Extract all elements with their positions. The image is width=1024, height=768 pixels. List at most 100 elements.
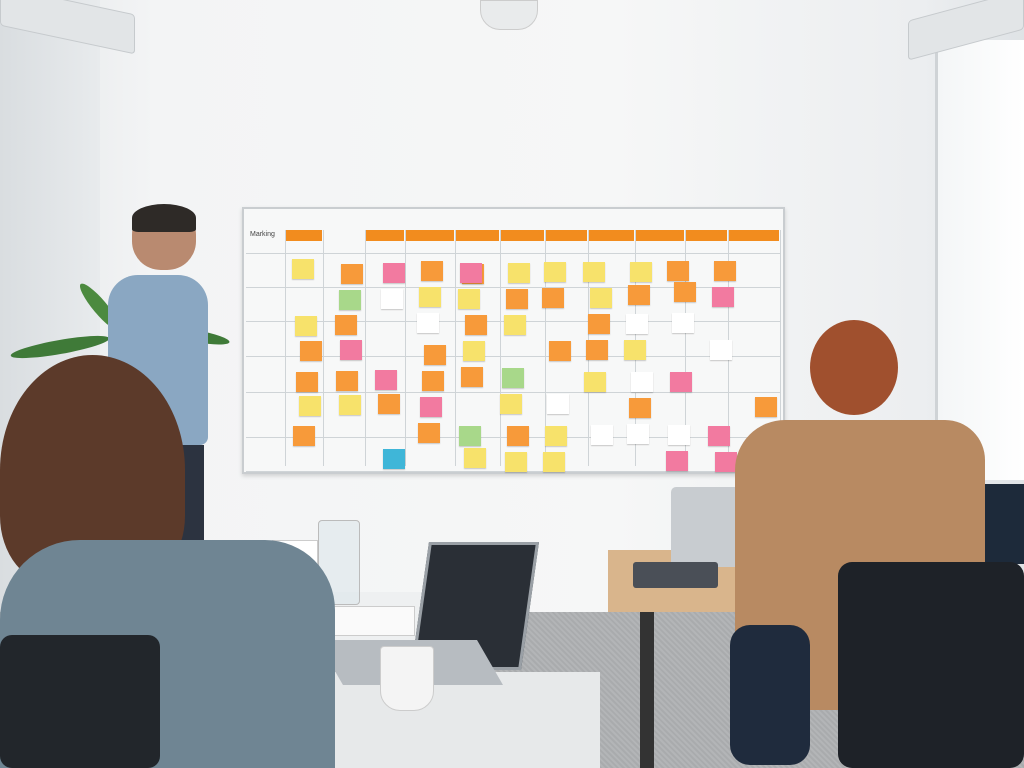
sticky-note	[715, 452, 737, 472]
sticky-note	[421, 371, 444, 391]
column-header	[546, 230, 587, 241]
sticky-note	[673, 281, 696, 302]
grid-row-line	[246, 253, 781, 254]
sticky-note	[582, 262, 605, 282]
column-header	[636, 230, 684, 241]
sticky-note	[547, 394, 569, 414]
sticky-note	[418, 287, 441, 307]
sticky-note	[419, 397, 442, 417]
column-header	[286, 230, 322, 241]
sticky-note	[667, 425, 690, 445]
sticky-note	[628, 285, 650, 306]
glass-jar	[318, 520, 360, 605]
grid-row-line	[246, 392, 781, 393]
sticky-note	[587, 314, 610, 334]
sticky-note	[714, 261, 736, 281]
sticky-note	[712, 287, 734, 307]
sticky-note	[549, 341, 571, 361]
sticky-note	[464, 448, 486, 468]
sticky-note	[669, 372, 692, 392]
sticky-note	[292, 259, 314, 279]
sticky-note	[665, 451, 688, 471]
standing-man-hair	[132, 204, 196, 232]
sticky-note	[423, 345, 446, 365]
sticky-note	[378, 394, 400, 414]
sticky-note	[461, 367, 483, 387]
sticky-note	[293, 426, 315, 446]
sticky-note	[335, 371, 358, 391]
grid-column-line	[685, 230, 686, 466]
sticky-note	[542, 288, 564, 308]
grid-column-line	[285, 230, 286, 466]
sticky-note	[338, 395, 361, 415]
sticky-note	[505, 289, 528, 309]
ceiling-projector	[480, 0, 538, 30]
sticky-note	[631, 372, 653, 392]
sticky-note	[460, 263, 482, 283]
sticky-note	[465, 315, 487, 335]
office-chair-right	[838, 562, 1024, 768]
column-header	[589, 230, 634, 241]
column-header	[729, 230, 779, 241]
sticky-note	[708, 426, 730, 446]
sticky-note	[544, 262, 566, 282]
seated-person-pants	[730, 625, 810, 765]
tablet	[633, 562, 718, 588]
sticky-note	[583, 372, 606, 392]
sticky-note	[420, 261, 443, 281]
sticky-note	[340, 264, 363, 284]
grid-row-line	[246, 287, 781, 288]
sticky-note	[463, 341, 485, 361]
sticky-note	[416, 313, 439, 333]
sticky-note	[459, 426, 481, 446]
sticky-note	[503, 315, 526, 335]
sticky-note	[506, 426, 529, 446]
column-header	[686, 230, 727, 241]
grid-column-line	[780, 230, 781, 466]
sticky-note	[381, 289, 403, 309]
sticky-note	[499, 394, 522, 414]
office-chair-left	[0, 635, 160, 768]
grid-column-line	[323, 230, 324, 466]
sticky-note	[543, 452, 565, 472]
sticky-note	[299, 396, 321, 416]
sticky-note	[334, 315, 357, 335]
sticky-note	[754, 397, 777, 417]
column-header	[456, 230, 499, 241]
sticky-note	[585, 340, 608, 360]
sticky-note	[627, 424, 649, 444]
sticky-note	[504, 452, 527, 472]
grid-column-line	[365, 230, 366, 466]
sticky-note	[590, 425, 613, 445]
sticky-note	[383, 449, 405, 469]
sticky-note	[501, 368, 524, 388]
desk-leg	[640, 612, 654, 768]
coffee-mug	[380, 646, 434, 711]
grid-column-line	[455, 230, 456, 466]
whiteboard: Marking	[242, 207, 785, 474]
grid-column-line	[545, 230, 546, 466]
sticky-note	[545, 426, 567, 446]
sticky-note	[300, 341, 322, 361]
column-header	[501, 230, 544, 241]
sticky-note	[666, 261, 689, 281]
seated-person-hair	[810, 320, 898, 415]
grid-row-line	[246, 356, 781, 357]
sticky-note	[624, 340, 646, 360]
sticky-note	[507, 263, 530, 283]
sticky-note	[417, 423, 440, 443]
sticky-note	[295, 316, 317, 336]
sticky-note	[710, 340, 732, 360]
sticky-note	[338, 290, 361, 310]
sticky-note	[629, 398, 651, 418]
column-header	[406, 230, 454, 241]
column-header	[366, 230, 404, 241]
grid-column-line	[500, 230, 501, 466]
sticky-note	[671, 313, 694, 333]
sticky-note	[375, 370, 397, 390]
sticky-note	[383, 263, 405, 283]
grid-column-line	[405, 230, 406, 466]
sticky-note	[296, 372, 318, 392]
sticky-note	[458, 289, 480, 309]
sticky-note	[589, 288, 612, 308]
